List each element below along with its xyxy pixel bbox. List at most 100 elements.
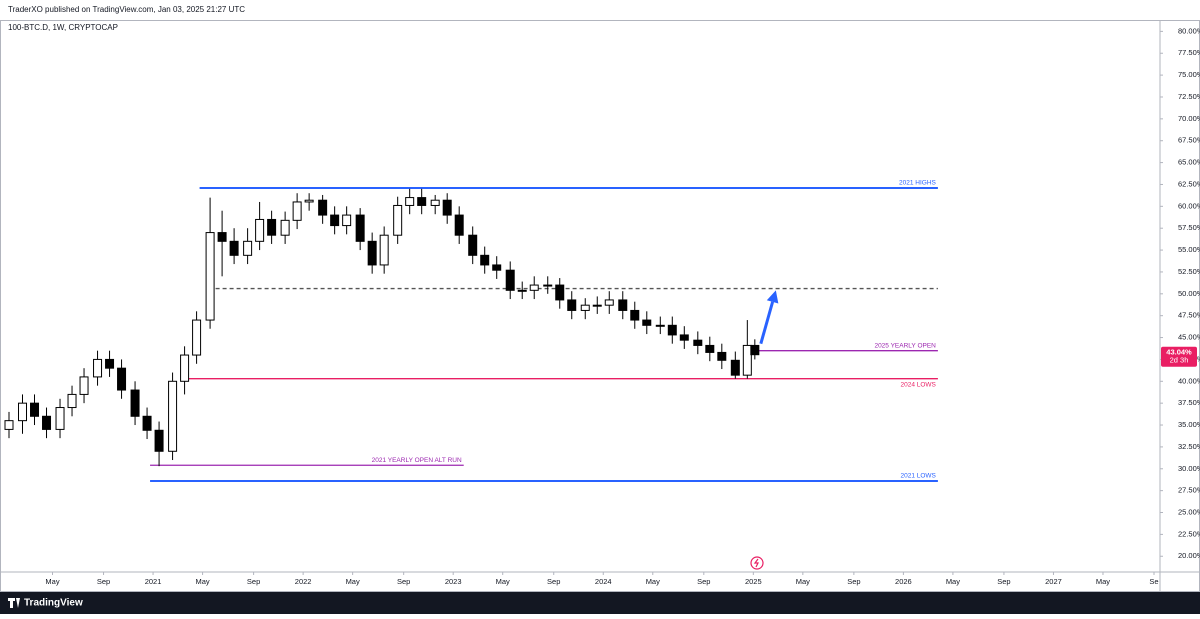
candle-body	[693, 339, 703, 346]
candle-body	[642, 319, 652, 326]
candle-body	[330, 214, 340, 227]
candle-body	[55, 407, 65, 430]
level-label: 2021 YEARLY OPEN ALT RUN	[372, 457, 462, 464]
candle-body	[243, 240, 253, 256]
candle-body	[618, 299, 628, 311]
x-tick-label: May	[796, 577, 810, 586]
candle-body	[543, 284, 553, 287]
y-tick-label: 27.50%	[1178, 486, 1200, 495]
candle-body	[417, 197, 427, 206]
y-tick-label: 40.00%	[1178, 376, 1200, 385]
y-tick-label: 52.50%	[1178, 267, 1200, 276]
level-label: 2021 LOWS	[900, 473, 936, 480]
y-tick-label: 77.50%	[1178, 48, 1200, 57]
x-tick-label: 2024	[595, 577, 612, 586]
candle-body	[442, 199, 452, 216]
candle-body	[430, 199, 440, 206]
x-tick-label: Sep	[247, 577, 260, 586]
x-tick-label: Sep	[847, 577, 860, 586]
candle-body	[30, 402, 40, 417]
candle-body	[667, 324, 677, 336]
candle-body	[393, 204, 403, 236]
candle-body	[567, 299, 577, 311]
x-tick-label: Sep	[997, 577, 1010, 586]
candle-body	[168, 380, 178, 452]
y-tick-label: 60.00%	[1178, 201, 1200, 210]
candle-body	[717, 351, 727, 361]
candle-body	[630, 309, 640, 321]
x-tick-label: May	[496, 577, 510, 586]
candle-body	[105, 358, 115, 369]
candle-body	[679, 334, 689, 341]
candle-body	[93, 358, 103, 378]
arrow-shaft	[759, 301, 775, 345]
event-icon-bolt	[753, 558, 759, 568]
event-icon[interactable]	[750, 556, 764, 570]
x-tick-label: 2022	[295, 577, 312, 586]
candle-body	[517, 289, 527, 292]
candle-body	[142, 415, 152, 431]
y-tick-label: 25.00%	[1178, 507, 1200, 516]
y-tick-label: 67.50%	[1178, 136, 1200, 145]
y-tick-label: 20.00%	[1178, 551, 1200, 560]
candle-body	[454, 214, 464, 236]
last-price-box	[1161, 346, 1197, 367]
publisher-line: TraderXO published on TradingView.com, J…	[8, 5, 245, 14]
candle-body	[742, 344, 752, 376]
y-tick-label: 80.00%	[1178, 26, 1200, 35]
candle-body	[318, 199, 328, 216]
candle-body	[730, 359, 740, 376]
x-tick-label: May	[196, 577, 210, 586]
y-tick-label: 65.00%	[1178, 158, 1200, 167]
symbol-title: 100-BTC.D, 1W, CRYPTOCAP	[8, 23, 118, 32]
candle-body	[405, 197, 415, 206]
candle-body	[4, 420, 14, 430]
candle-body	[604, 299, 614, 306]
candle-body	[117, 367, 127, 391]
candle-body	[42, 415, 52, 430]
y-tick-label: 72.50%	[1178, 92, 1200, 101]
footer-bar	[0, 592, 1200, 614]
x-tick-label: May	[45, 577, 59, 586]
candle-body	[592, 304, 602, 307]
candle-body	[267, 218, 277, 236]
candle-body	[367, 240, 377, 266]
level-label: 2024 LOWS	[900, 381, 936, 388]
x-tick-label: May	[1096, 577, 1110, 586]
y-tick-label: 45.00%	[1178, 333, 1200, 342]
last-price-label: 43.04%	[1166, 348, 1192, 357]
candle-body	[130, 389, 140, 417]
candle-body	[154, 429, 164, 452]
y-tick-label: 32.50%	[1178, 442, 1200, 451]
countdown-label: 2d 3h	[1170, 356, 1189, 365]
candle-body	[355, 214, 365, 242]
level-label: 2025 YEARLY OPEN	[874, 342, 936, 349]
x-tick-label: Se	[1149, 577, 1158, 586]
x-tick-label: May	[946, 577, 960, 586]
footer-brand: TradingView	[24, 598, 83, 609]
y-tick-label: 47.50%	[1178, 311, 1200, 320]
x-tick-label: Sep	[547, 577, 560, 586]
y-tick-label: 35.00%	[1178, 420, 1200, 429]
candle-body	[192, 319, 202, 356]
x-tick-label: Sep	[697, 577, 710, 586]
y-tick-label: 55.00%	[1178, 245, 1200, 254]
y-tick-label: 75.00%	[1178, 70, 1200, 79]
candle-body	[67, 393, 77, 409]
level-label: 2021 HIGHS	[899, 180, 937, 187]
arrow-head	[766, 290, 779, 304]
y-tick-label: 57.50%	[1178, 223, 1200, 232]
x-tick-label: Sep	[97, 577, 110, 586]
candle-body	[505, 269, 515, 291]
y-tick-label: 62.50%	[1178, 179, 1200, 188]
x-tick-label: May	[346, 577, 360, 586]
candle-body	[304, 199, 314, 203]
candle-body	[217, 232, 227, 242]
x-tick-label: 2027	[1045, 577, 1062, 586]
x-tick-label: 2026	[895, 577, 912, 586]
x-tick-label: 2025	[745, 577, 762, 586]
candle-body	[555, 284, 565, 301]
x-tick-label: May	[646, 577, 660, 586]
